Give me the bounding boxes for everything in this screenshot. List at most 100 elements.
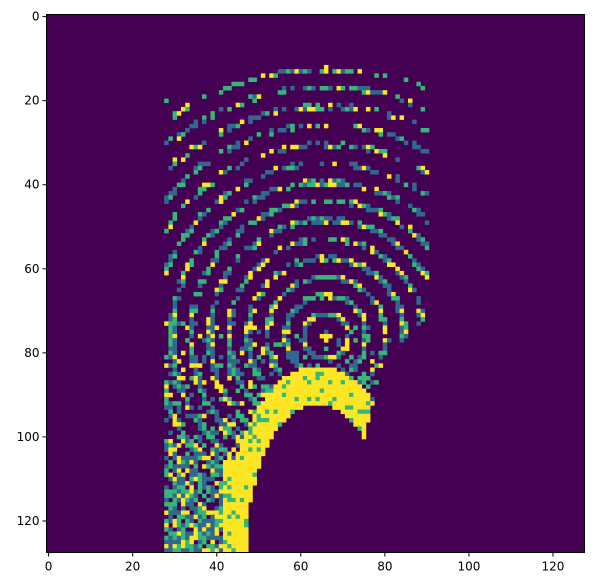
heatmap-cell	[365, 325, 371, 331]
heatmap-cell	[340, 401, 346, 406]
heatmap-cell	[370, 224, 375, 230]
heatmap-cell	[252, 296, 257, 301]
heatmap-cell	[239, 224, 245, 230]
heatmap-cell	[172, 384, 178, 389]
heatmap-cell	[332, 405, 337, 410]
heatmap-cell	[424, 245, 430, 251]
heatmap-cell	[365, 144, 371, 150]
heatmap-cell	[294, 69, 299, 74]
heatmap-cell	[256, 354, 262, 360]
heatmap-cell	[302, 220, 308, 225]
heatmap-cell	[214, 523, 220, 528]
heatmap-cell	[378, 90, 384, 95]
heatmap-cell	[357, 380, 363, 385]
heatmap-cell	[210, 523, 215, 528]
heatmap-cell	[244, 430, 249, 436]
heatmap-cell	[210, 317, 215, 322]
heatmap-cell	[298, 220, 304, 225]
heatmap-cell	[273, 106, 278, 112]
heatmap-cell	[277, 224, 283, 230]
heatmap-cell	[168, 502, 173, 507]
heatmap-cell	[239, 502, 245, 507]
heatmap-cell	[244, 493, 249, 499]
heatmap-cell	[290, 69, 295, 74]
heatmap-cell	[315, 401, 320, 406]
heatmap-cell	[244, 523, 249, 528]
heatmap-cell	[361, 321, 367, 326]
heatmap-cell	[340, 388, 346, 394]
heatmap-cell	[239, 102, 245, 108]
heatmap-cell	[202, 388, 207, 394]
heatmap-cell	[214, 380, 220, 385]
heatmap-cell	[172, 510, 178, 515]
heatmap-cell	[307, 106, 312, 112]
heatmap-cell	[248, 304, 253, 310]
heatmap-cell	[315, 363, 320, 368]
heatmap-cell	[336, 199, 342, 204]
heatmap-cell	[357, 392, 363, 398]
heatmap-cell	[269, 321, 274, 326]
heatmap-cell	[378, 212, 384, 217]
heatmap-cell	[239, 443, 245, 448]
heatmap-cell	[168, 472, 173, 478]
heatmap-cell	[277, 396, 283, 402]
heatmap-cell	[181, 485, 186, 490]
heatmap-cell	[273, 363, 278, 368]
heatmap-cell	[370, 270, 375, 276]
heatmap-cell	[256, 447, 262, 452]
heatmap-cell	[214, 439, 220, 444]
heatmap-cell	[315, 312, 320, 318]
heatmap-cell	[252, 426, 257, 431]
heatmap-cell	[311, 199, 316, 204]
heatmap-cell	[164, 443, 169, 448]
heatmap-cell	[235, 426, 241, 431]
heatmap-cell	[206, 266, 211, 272]
heatmap-cell	[319, 258, 325, 263]
heatmap-cell	[277, 413, 283, 419]
heatmap-cell	[181, 237, 186, 242]
heatmap-cell	[340, 396, 346, 402]
heatmap-cell	[311, 396, 316, 402]
heatmap-cell	[197, 489, 203, 494]
heatmap-cell	[361, 350, 367, 356]
heatmap-cell	[223, 388, 228, 394]
heatmap-cell	[328, 144, 333, 150]
heatmap-cell	[197, 384, 203, 389]
heatmap-cell	[349, 258, 354, 263]
heatmap-cell	[374, 275, 379, 280]
heatmap-cell	[328, 199, 333, 204]
heatmap-cell	[244, 460, 249, 465]
heatmap-cell	[185, 325, 190, 331]
heatmap-cell	[164, 388, 169, 394]
heatmap-cell	[231, 418, 236, 423]
heatmap-cell	[298, 384, 304, 389]
heatmap-cell	[172, 346, 178, 352]
heatmap-cell	[252, 422, 257, 427]
heatmap-cell	[172, 544, 178, 549]
heatmap-cell	[353, 413, 358, 419]
heatmap-cell	[323, 85, 329, 91]
heatmap-cell	[197, 527, 203, 532]
heatmap-cell	[235, 123, 241, 129]
heatmap-cell	[260, 439, 266, 444]
heatmap-cell	[365, 396, 371, 402]
heatmap-cell	[361, 434, 367, 440]
heatmap-cell	[395, 270, 400, 276]
heatmap-cell	[340, 275, 346, 280]
heatmap-cell	[340, 296, 346, 301]
heatmap-cell	[172, 338, 178, 343]
heatmap-cell	[214, 447, 220, 452]
heatmap-cell	[210, 329, 215, 335]
heatmap-cell	[273, 342, 278, 347]
heatmap-cell	[189, 228, 194, 234]
heatmap-cell	[244, 439, 249, 444]
heatmap-cell	[185, 228, 190, 234]
heatmap-cell	[399, 275, 405, 280]
heatmap-cell	[290, 396, 295, 402]
heatmap-cell	[164, 418, 169, 423]
heatmap-cell	[164, 527, 169, 532]
heatmap-cell	[172, 464, 178, 469]
heatmap-cell	[370, 371, 375, 377]
heatmap-cell	[176, 422, 182, 427]
heatmap-cell	[311, 85, 316, 91]
